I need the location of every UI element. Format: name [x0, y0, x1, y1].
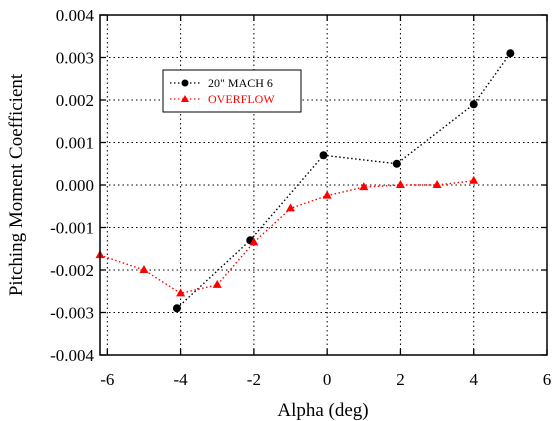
- x-tick-label: 4: [469, 370, 478, 389]
- data-point-1: [469, 175, 479, 184]
- y-tick-label: -0.004: [50, 346, 94, 365]
- grid: [100, 14, 548, 356]
- data-point-0: [469, 100, 478, 109]
- data-point-1: [359, 182, 369, 191]
- legend-label-1: OVERFLOW: [208, 92, 275, 106]
- data-point-1: [249, 237, 259, 246]
- legend-box: [162, 69, 302, 113]
- ticks: -6 -4 -2 0 2 4 6 0.004 0.003 0.002 0.001 0.000 -0.00…: [50, 6, 551, 389]
- x-axis-title: Alpha (deg): [277, 400, 368, 421]
- data-point-0: [506, 49, 515, 58]
- legend-marker-0: [181, 79, 189, 87]
- y-tick-label: -0.003: [50, 304, 94, 323]
- x-tick-label: 0: [323, 370, 332, 389]
- legend: 20" MACH 6 OVERFLOW: [162, 69, 302, 113]
- data-point-1: [432, 180, 442, 188]
- x-tick-label: -6: [100, 370, 114, 389]
- data-point-1: [286, 203, 296, 212]
- plot-frame: [99, 14, 548, 356]
- x-tick-label: 2: [396, 370, 405, 389]
- x-tick-label: -2: [247, 370, 261, 389]
- x-tick-label: 6: [543, 370, 552, 389]
- data-point-1: [139, 265, 149, 273]
- legend-marker-1: [181, 95, 189, 102]
- series-layer: [95, 49, 515, 313]
- y-tick-label: 0.004: [56, 6, 95, 25]
- y-axis-title: Pitching Moment Coefficient: [6, 73, 27, 296]
- data-point-0: [172, 304, 181, 313]
- y-tick-label: -0.002: [50, 261, 94, 280]
- y-tick-label: 0.002: [56, 91, 94, 110]
- data-point-1: [395, 180, 405, 188]
- data-point-0: [392, 159, 401, 168]
- legend-label-0: 20" MACH 6: [208, 76, 273, 90]
- x-tick-label: -4: [174, 370, 189, 389]
- data-point-1: [212, 279, 222, 288]
- data-point-0: [319, 151, 328, 160]
- y-tick-label: 0.000: [56, 176, 94, 195]
- y-tick-label: 0.001: [56, 134, 94, 153]
- y-tick-label: 0.003: [56, 49, 94, 68]
- series-line-0: [176, 52, 511, 309]
- y-tick-label: -0.001: [50, 219, 94, 238]
- data-point-1: [176, 288, 186, 297]
- data-point-1: [322, 190, 332, 199]
